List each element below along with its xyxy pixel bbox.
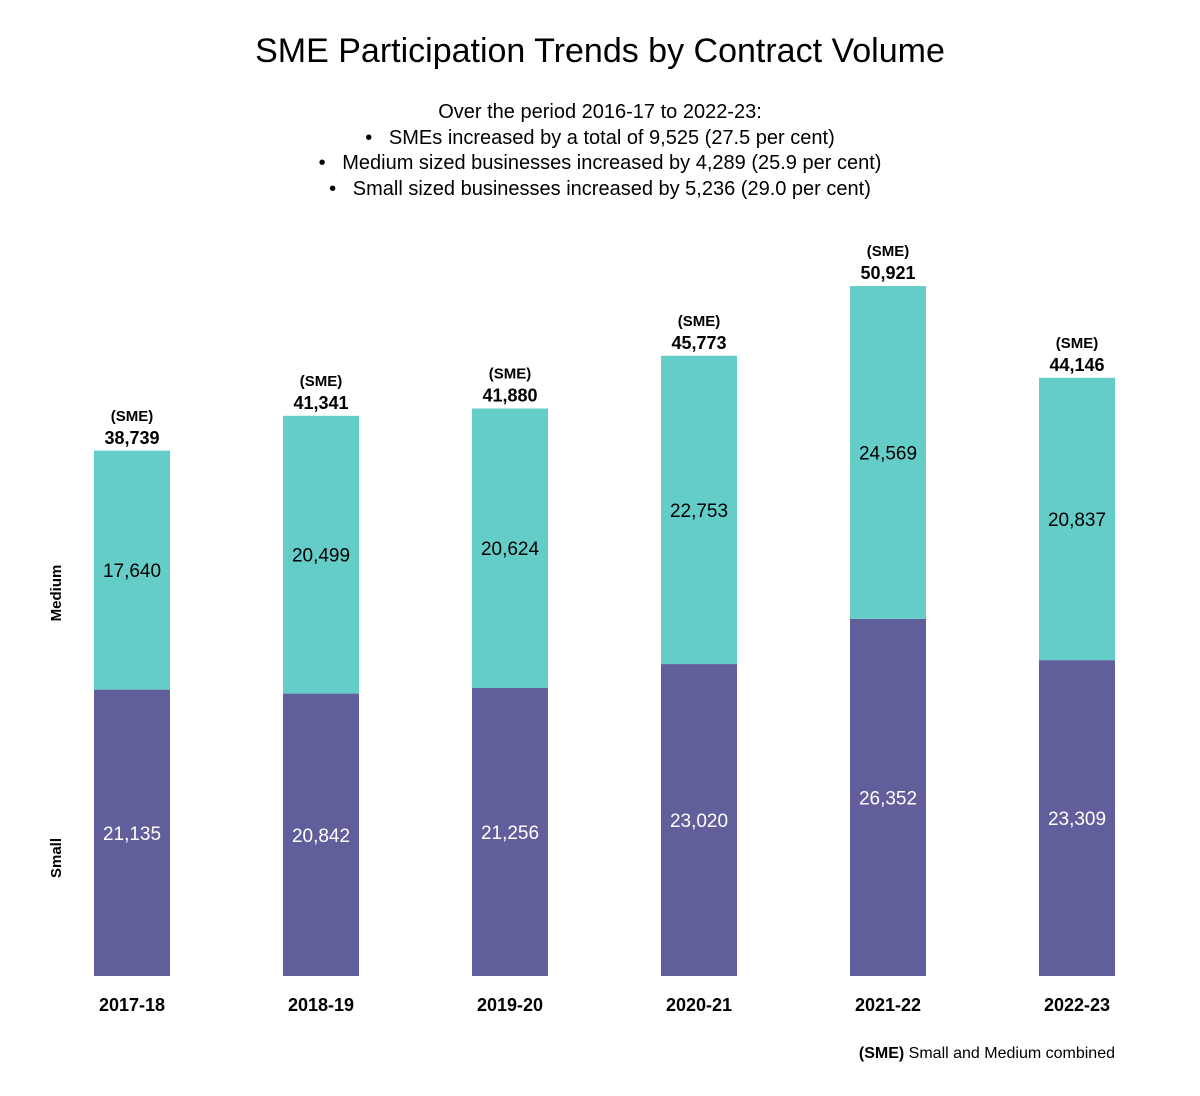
total-prefix: (SME)	[867, 243, 910, 260]
total-label: 50,921	[860, 263, 915, 283]
data-label-medium: 24,569	[859, 443, 917, 464]
data-label-small: 21,135	[103, 824, 161, 845]
data-label-medium: 22,753	[670, 501, 728, 522]
data-label-small: 23,020	[670, 811, 728, 832]
total-prefix: (SME)	[300, 373, 343, 390]
data-label-small: 23,309	[1048, 809, 1106, 830]
total-label: 45,773	[671, 333, 726, 353]
bar-medium	[850, 286, 926, 619]
series-label-medium: Medium	[48, 565, 65, 622]
x-tick-label: 2018-19	[288, 995, 354, 1015]
chart-title: SME Participation Trends by Contract Vol…	[255, 32, 945, 70]
bar-medium	[661, 355, 737, 665]
footnote-abbr: (SME)	[858, 1045, 905, 1062]
x-tick-label: 2020-21	[666, 995, 732, 1015]
total-prefix: (SME)	[1056, 335, 1099, 352]
series-label-small: Small	[48, 838, 65, 878]
total-label: 41,341	[293, 393, 348, 413]
total-label: 41,880	[482, 386, 537, 406]
x-tick-label: 2021-22	[855, 995, 921, 1015]
bar-medium	[1039, 377, 1115, 661]
bar-small	[1039, 660, 1115, 976]
data-label-medium: 20,499	[292, 546, 350, 567]
bar-small	[661, 664, 737, 976]
data-label-small: 26,352	[859, 788, 917, 809]
data-label-medium: 20,837	[1048, 510, 1106, 531]
bar-small	[94, 689, 170, 976]
bar-small	[283, 693, 359, 976]
total-label: 44,146	[1049, 355, 1104, 375]
footnote-text: Small and Medium combined	[908, 1045, 1115, 1062]
total-prefix: (SME)	[111, 408, 154, 425]
subtitle-intro: Over the period 2016-17 to 2022-23:	[438, 101, 762, 123]
total-prefix: (SME)	[678, 313, 721, 330]
data-label-medium: 17,640	[103, 561, 161, 582]
data-label-small: 21,256	[481, 823, 539, 844]
x-tick-label: 2022-23	[1044, 995, 1110, 1015]
data-label-medium: 20,624	[481, 539, 540, 560]
x-tick-label: 2017-18	[99, 995, 165, 1015]
subtitle-bullet: • SMEs increased by a total of 9,525 (27…	[365, 126, 835, 149]
bar-medium	[94, 450, 170, 690]
footnote: (SME) Small and Medium combined	[859, 1045, 1115, 1063]
total-label: 38,739	[104, 428, 159, 448]
subtitle-bullet: • Small sized businesses increased by 5,…	[329, 177, 871, 200]
data-label-small: 20,842	[292, 826, 350, 847]
bar-small	[472, 687, 548, 976]
bar-small	[850, 618, 926, 976]
x-tick-label: 2019-20	[477, 995, 543, 1015]
total-prefix: (SME)	[489, 366, 532, 383]
subtitle-bullet: • Medium sized businesses increased by 4…	[318, 152, 882, 174]
chart-subtitle: Over the period 2016-17 to 2022-23: • SM…	[0, 100, 1200, 202]
bar-medium	[472, 408, 548, 688]
bar-medium	[283, 415, 359, 694]
